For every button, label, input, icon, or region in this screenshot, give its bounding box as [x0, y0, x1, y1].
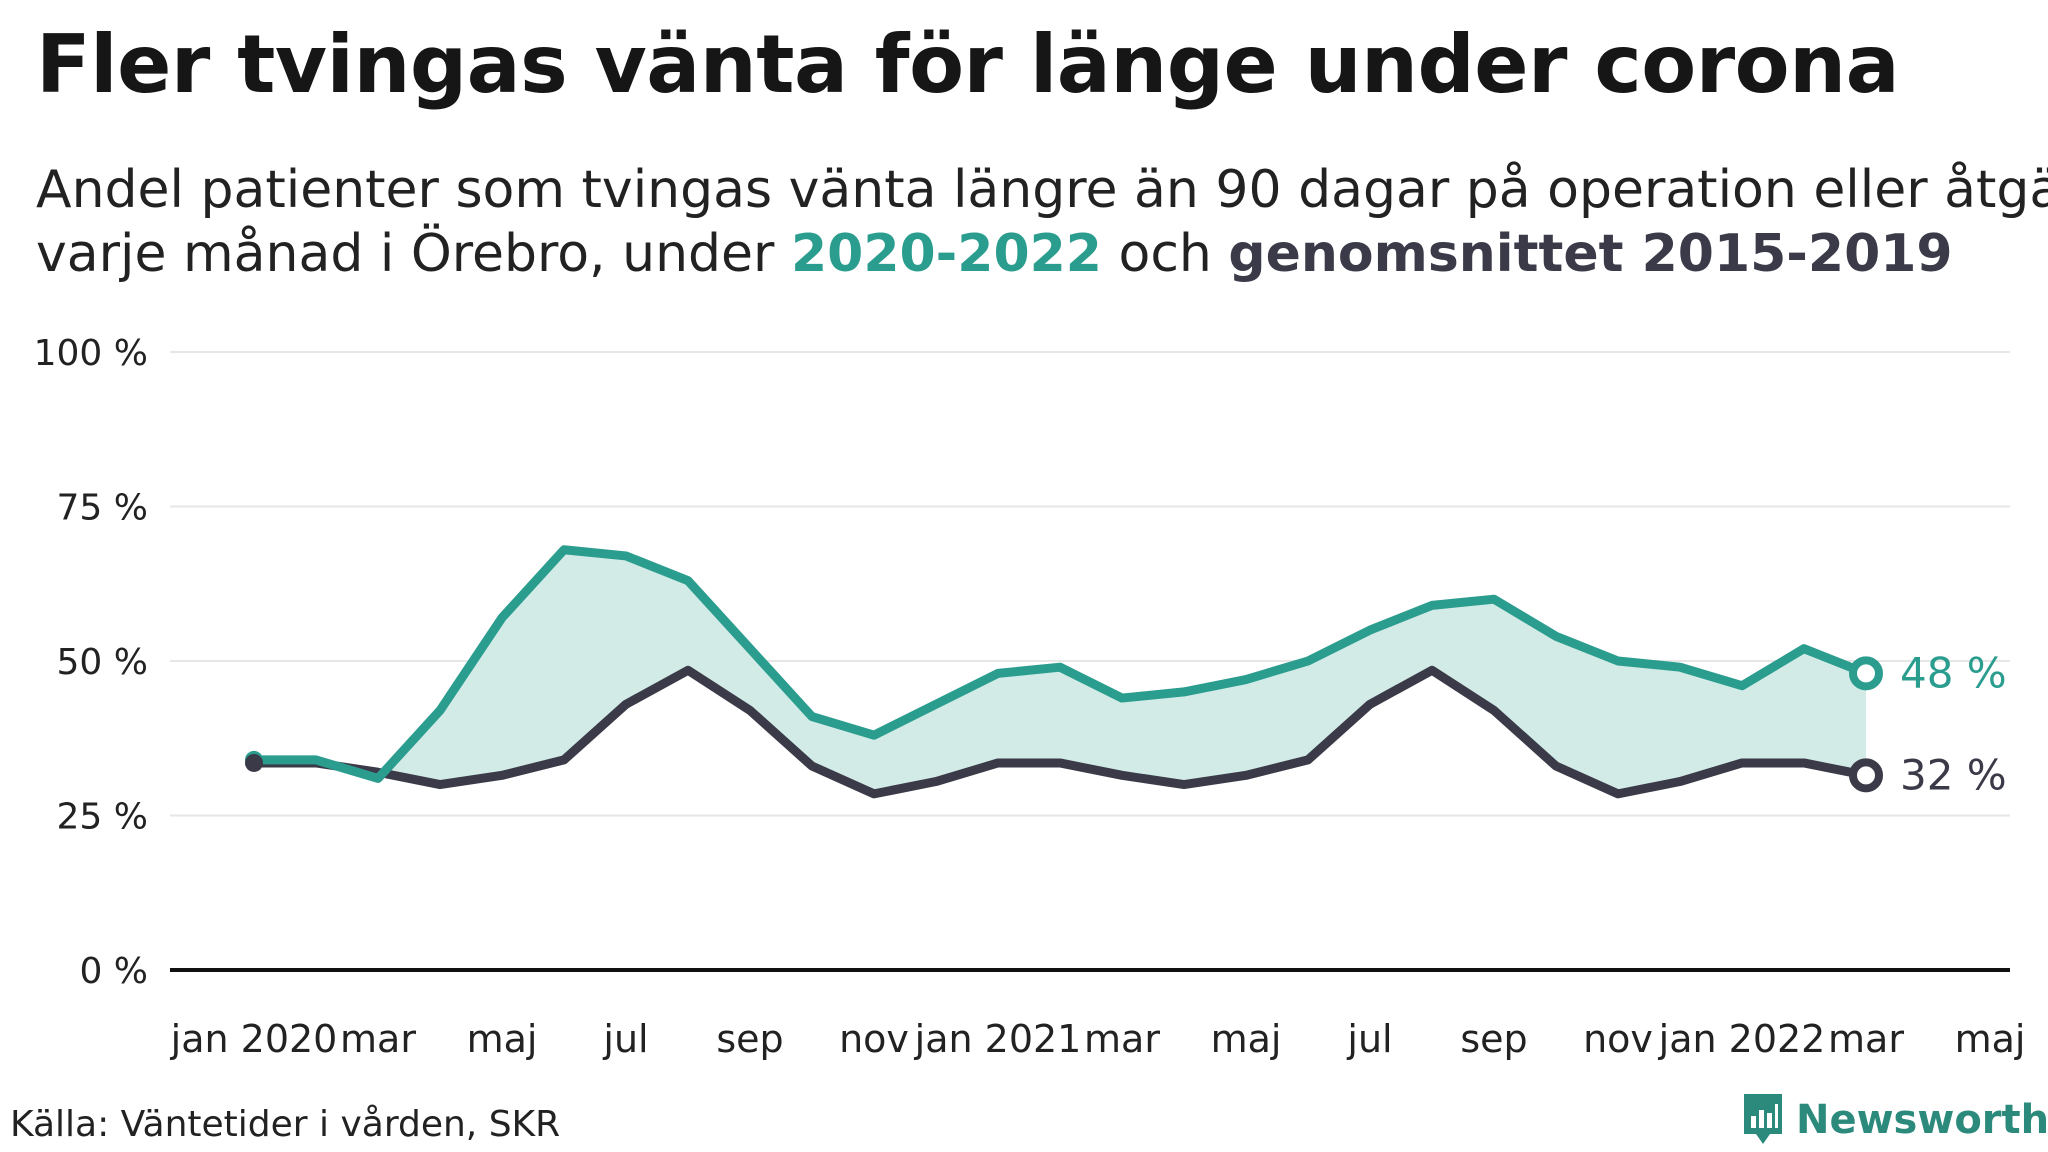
- newsworthy-logo: Newsworthy: [1740, 1092, 2048, 1152]
- series-line-average: [249, 665, 1871, 799]
- chart-subtitle: Andel patienter som tvingas vänta längre…: [36, 158, 2048, 286]
- brand-name: Newsworthy: [1796, 1097, 2048, 1143]
- x-tick-label: jul: [602, 1017, 648, 1061]
- series-line-2020-2022: [249, 545, 1871, 783]
- x-tick-label: nov: [839, 1017, 909, 1061]
- chart-title: Fler tvingas vänta för länge under coron…: [36, 18, 1900, 111]
- x-tick-label: maj: [467, 1017, 538, 1061]
- series-start-dot: [245, 753, 263, 772]
- x-axis: jan 2020 mar maj jul sep nov jan 2021 mar maj jul…: [170, 1017, 2026, 1061]
- subtitle-highlight-average: genomsnittet 2015-2019: [1228, 224, 1953, 284]
- newsworthy-icon: [1744, 1094, 1782, 1144]
- x-tick-label: mar: [340, 1017, 416, 1061]
- subtitle-prefix: varje månad i Örebro, under: [36, 224, 791, 284]
- x-tick-label: jan 2020: [170, 1017, 338, 1061]
- subtitle-line-1: Andel patienter som tvingas vänta längre…: [36, 160, 2048, 220]
- x-tick-label: sep: [716, 1017, 783, 1061]
- x-tick-label: maj: [1955, 1017, 2026, 1061]
- series-end-marker: [1849, 656, 1883, 691]
- y-tick-label: 50 %: [57, 642, 148, 683]
- x-tick-label: jan 2022: [1658, 1017, 1826, 1061]
- subtitle-middle: och: [1102, 224, 1229, 284]
- line-chart: 0 %25 %50 %75 %100 % jan 2020 mar maj jul se…: [34, 333, 2026, 1061]
- x-tick-label: mar: [1828, 1017, 1904, 1061]
- y-tick-label: 100 %: [34, 333, 148, 374]
- series-end-marker: [1849, 758, 1883, 793]
- x-tick-label: mar: [1084, 1017, 1160, 1061]
- x-tick-label: maj: [1211, 1017, 1282, 1061]
- series-end-label: 32 %: [1900, 750, 2007, 799]
- y-tick-label: 25 %: [57, 797, 148, 838]
- x-tick-label: nov: [1583, 1017, 1653, 1061]
- x-tick-label: sep: [1460, 1017, 1527, 1061]
- subtitle-highlight-2020-2022: 2020-2022: [790, 224, 1102, 284]
- y-tick-label: 0 %: [79, 951, 148, 992]
- series-end-label: 48 %: [1900, 648, 2007, 697]
- subtitle-line-2: varje månad i Örebro, under 2020-2022 oc…: [36, 222, 2036, 286]
- series-markers: 48 % 32 %: [245, 648, 2007, 799]
- x-tick-label: jan 2021: [914, 1017, 1082, 1061]
- y-tick-label: 75 %: [57, 488, 148, 529]
- series-lines: [249, 545, 1871, 799]
- y-axis: 0 % 25 % 50 % 75 % 100 %: [34, 333, 148, 992]
- grid-lines: [170, 351, 2010, 972]
- source-note: Källa: Väntetider i vården, SKR: [10, 1104, 561, 1145]
- x-tick-label: jul: [1346, 1017, 1392, 1061]
